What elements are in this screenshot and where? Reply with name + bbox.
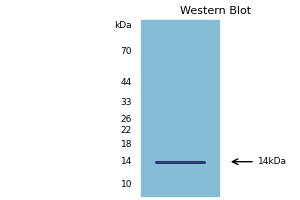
Text: 33: 33	[121, 98, 132, 107]
Text: kDa: kDa	[114, 21, 132, 30]
Text: 10: 10	[121, 180, 132, 189]
Text: 70: 70	[121, 47, 132, 56]
Bar	[141, 20, 219, 196]
Text: 14kDa: 14kDa	[258, 157, 287, 166]
Text: 44: 44	[121, 78, 132, 87]
Text: 18: 18	[121, 140, 132, 149]
Text: 14: 14	[121, 157, 132, 166]
Text: 22: 22	[121, 126, 132, 135]
Text: Western Blot: Western Blot	[180, 6, 252, 16]
Text: 26: 26	[121, 115, 132, 124]
